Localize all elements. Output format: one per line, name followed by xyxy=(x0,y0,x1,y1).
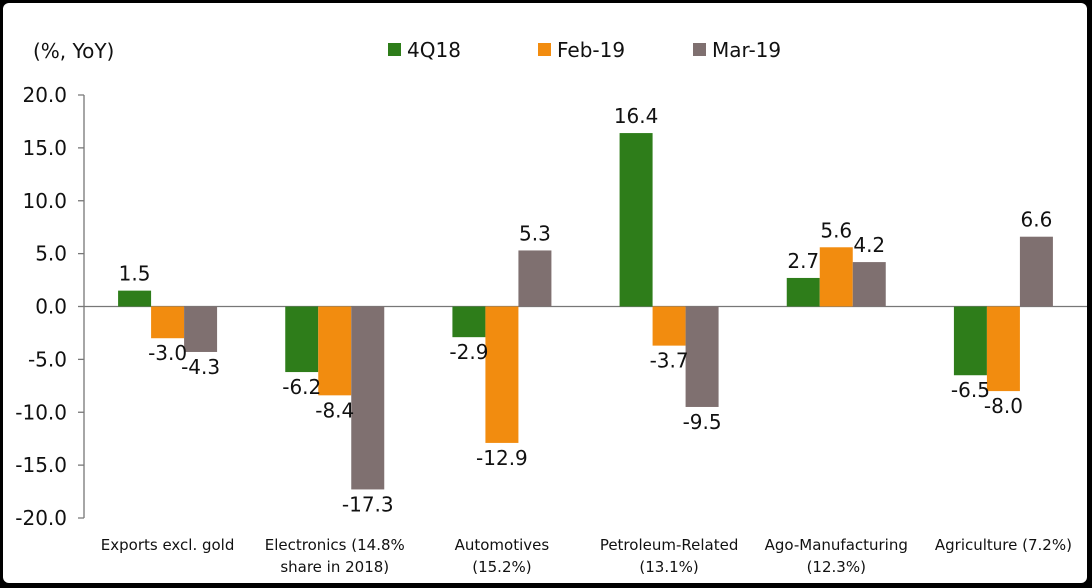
bar xyxy=(184,306,218,352)
category-label: Exports excl. gold xyxy=(101,536,235,554)
bar-chart: (%, YoY) 4Q18 Feb-19 Mar-19 20.0 15.0 10.0 5.… xyxy=(15,38,1087,576)
data-label: 5.6 xyxy=(820,218,852,242)
bar xyxy=(485,306,519,443)
y-tick-label: 20.0 xyxy=(22,83,67,107)
bar xyxy=(685,306,719,407)
bar xyxy=(318,306,352,396)
bar xyxy=(986,306,1020,392)
data-label: -12.9 xyxy=(476,446,528,470)
category-label: Ago-Manufacturing xyxy=(765,536,908,554)
bar xyxy=(118,290,152,307)
y-tick-label: -10.0 xyxy=(15,400,67,424)
data-label: -4.3 xyxy=(181,355,220,379)
axes: 20.0 15.0 10.0 5.0 0.0 -5.0 -10.0 -15.0 -20.0 xyxy=(15,83,1087,530)
y-tick-label: -20.0 xyxy=(15,506,67,530)
data-label: -8.0 xyxy=(984,394,1023,418)
legend-label: Mar-19 xyxy=(712,38,781,62)
data-label: -17.3 xyxy=(342,492,394,516)
data-label: 2.7 xyxy=(787,249,819,273)
y-tick-label: -15.0 xyxy=(15,453,67,477)
data-label: 6.6 xyxy=(1021,208,1053,232)
bar xyxy=(786,277,820,307)
data-label: -8.4 xyxy=(315,398,354,422)
data-label: -9.5 xyxy=(683,410,722,434)
bar xyxy=(151,306,185,339)
category-label: Automotives xyxy=(455,536,550,554)
legend-swatch xyxy=(538,43,551,56)
y-tick-label: 5.0 xyxy=(35,242,67,266)
data-label: 16.4 xyxy=(614,104,659,128)
bar xyxy=(953,306,987,376)
category-label: (13.1%) xyxy=(639,558,698,576)
unit-label: (%, YoY) xyxy=(33,39,114,63)
bar xyxy=(285,306,319,373)
y-tick-label: -5.0 xyxy=(28,347,67,371)
data-label: -6.5 xyxy=(951,378,990,402)
legend-label: Feb-19 xyxy=(557,38,625,62)
legend-swatch xyxy=(693,43,706,56)
data-label: -2.9 xyxy=(449,340,488,364)
data-label: -6.2 xyxy=(282,375,321,399)
legend: 4Q18 Feb-19 Mar-19 xyxy=(388,38,781,62)
category-label: (12.3%) xyxy=(807,558,866,576)
data-label: -3.7 xyxy=(650,349,689,373)
bar xyxy=(351,306,385,490)
bar xyxy=(518,250,552,307)
bar xyxy=(1019,236,1053,307)
category-label: Petroleum-Related xyxy=(600,536,739,554)
bar xyxy=(819,247,853,307)
legend-label: 4Q18 xyxy=(407,38,461,62)
chart-frame: (%, YoY) 4Q18 Feb-19 Mar-19 20.0 15.0 10.0 5.… xyxy=(3,3,1087,583)
y-tick-label: 15.0 xyxy=(22,136,67,160)
bar xyxy=(619,133,653,307)
y-tick-label: 10.0 xyxy=(22,189,67,213)
category-label: Agriculture (7.2%) xyxy=(935,536,1072,554)
legend-swatch xyxy=(388,43,401,56)
category-label: (15.2%) xyxy=(472,558,531,576)
category-labels: Exports excl. gold Electronics (14.8% shar… xyxy=(101,536,1072,576)
bars xyxy=(118,133,1053,490)
bar xyxy=(652,306,686,346)
data-label: -3.0 xyxy=(148,341,187,365)
category-label: share in 2018) xyxy=(280,558,389,576)
category-label: Electronics (14.8% xyxy=(265,536,405,554)
data-labels: 1.5 -3.0-4.3 -6.2-8.4 -17.3 -2.9 -12.9 5.3 16.4… xyxy=(119,104,1053,516)
data-label: 4.2 xyxy=(853,233,885,257)
y-tick-label: 0.0 xyxy=(35,295,67,319)
data-label: 1.5 xyxy=(119,262,151,286)
bar xyxy=(852,262,886,307)
bar xyxy=(452,306,486,338)
data-label: 5.3 xyxy=(519,221,551,245)
